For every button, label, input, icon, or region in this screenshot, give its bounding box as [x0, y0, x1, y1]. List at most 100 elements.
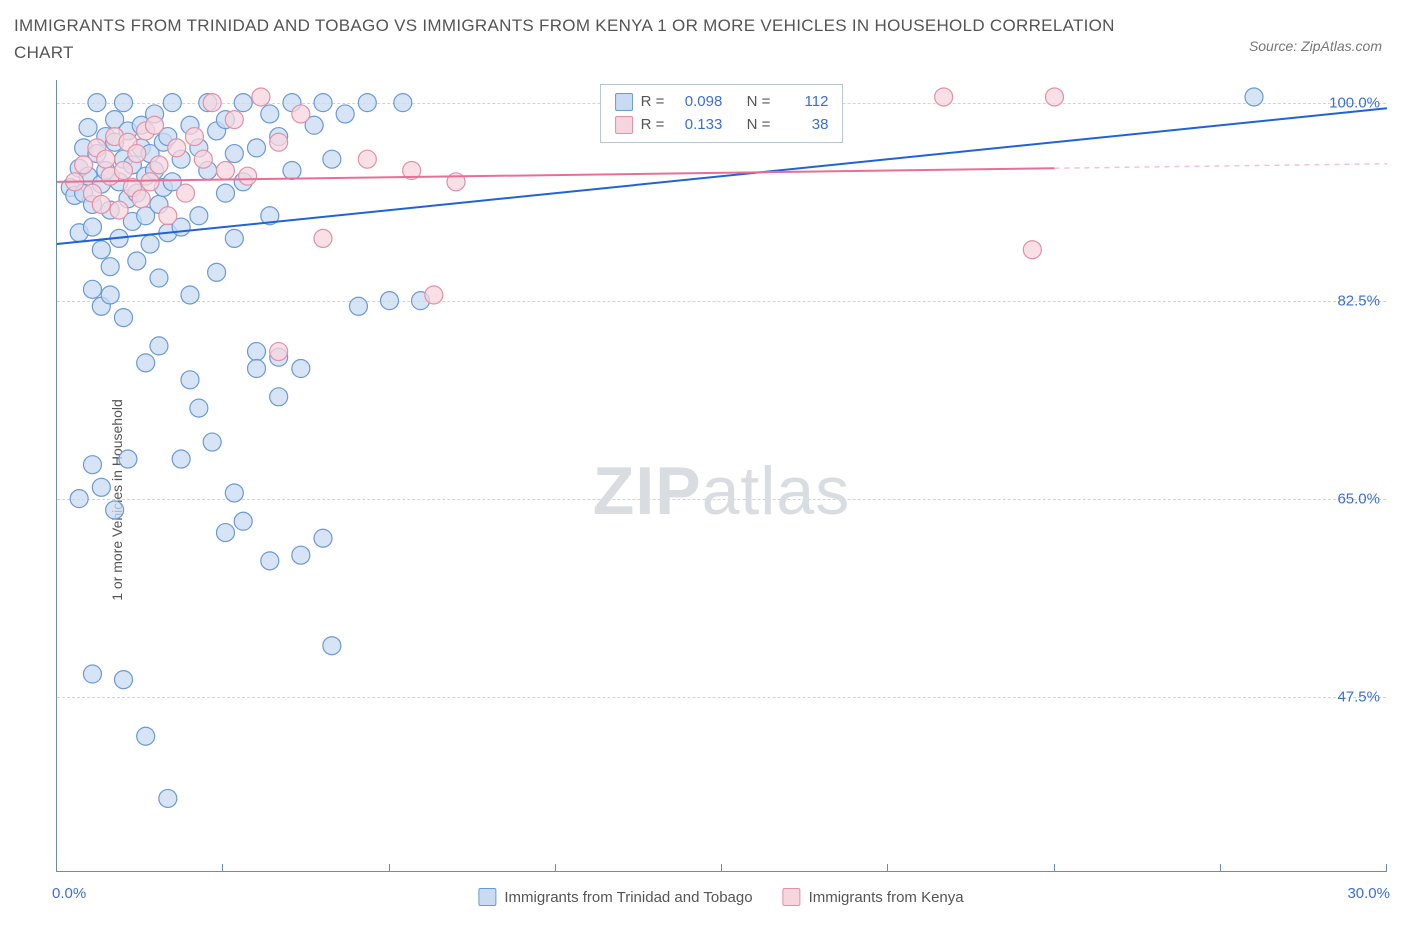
legend-label-2: Immigrants from Kenya [809, 889, 964, 906]
data-point [146, 116, 164, 134]
data-point [83, 456, 101, 474]
data-point [181, 286, 199, 304]
data-point [358, 150, 376, 168]
data-point [252, 88, 270, 106]
y-tick-label: 100.0% [1329, 94, 1380, 111]
x-tick [1054, 864, 1055, 872]
data-point [83, 665, 101, 683]
data-point [97, 150, 115, 168]
data-point [92, 478, 110, 496]
data-point [137, 354, 155, 372]
data-point [234, 94, 252, 112]
data-point [141, 235, 159, 253]
data-point [190, 399, 208, 417]
data-point [225, 111, 243, 129]
data-point [270, 343, 288, 361]
data-point [248, 139, 266, 157]
data-point [115, 94, 133, 112]
data-point [323, 637, 341, 655]
data-point [159, 789, 177, 807]
x-start-label: 0.0% [52, 885, 86, 902]
data-point [292, 105, 310, 123]
data-point [270, 133, 288, 151]
data-point [248, 343, 266, 361]
data-point [172, 450, 190, 468]
data-point [381, 292, 399, 310]
data-point [283, 162, 301, 180]
data-point [1023, 241, 1041, 259]
data-point [150, 337, 168, 355]
x-tick [389, 864, 390, 872]
data-point [292, 360, 310, 378]
stats-swatch-2 [615, 116, 633, 134]
data-point [935, 88, 953, 106]
data-point [88, 94, 106, 112]
data-point [185, 128, 203, 146]
x-tick [1220, 864, 1221, 872]
data-point [150, 156, 168, 174]
data-point [261, 105, 279, 123]
data-point [79, 119, 97, 137]
x-tick [555, 864, 556, 872]
data-point [314, 529, 332, 547]
x-end-label: 30.0% [1347, 885, 1390, 902]
plot-area: ZIPatlas R = 0.098 N = 112 R = 0.133 N =… [56, 80, 1386, 872]
data-point [270, 388, 288, 406]
y-tick-label: 47.5% [1337, 688, 1380, 705]
data-point [137, 727, 155, 745]
data-point [336, 105, 354, 123]
data-point [92, 195, 110, 213]
x-tick [1386, 864, 1387, 872]
data-point [239, 167, 257, 185]
data-point [203, 433, 221, 451]
data-point [150, 269, 168, 287]
data-point [181, 371, 199, 389]
stats-box: R = 0.098 N = 112 R = 0.133 N = 38 [600, 84, 844, 143]
data-point [208, 263, 226, 281]
data-point [128, 252, 146, 270]
data-point [190, 207, 208, 225]
data-point [101, 286, 119, 304]
data-point [163, 94, 181, 112]
x-axis: 0.0% 30.0% Immigrants from Trinidad and … [56, 872, 1386, 920]
data-point [70, 490, 88, 508]
chart-container: 1 or more Vehicles in Household ZIPatlas… [12, 80, 1394, 920]
data-point [216, 184, 234, 202]
stats-row-2: R = 0.133 N = 38 [615, 114, 829, 137]
legend-swatch-1 [478, 888, 496, 906]
data-point [92, 241, 110, 259]
data-point [225, 484, 243, 502]
plot-svg [57, 80, 1386, 871]
data-point [225, 229, 243, 247]
legend: Immigrants from Trinidad and Tobago Immi… [478, 888, 963, 906]
data-point [225, 145, 243, 163]
data-point [128, 145, 146, 163]
data-point [115, 162, 133, 180]
legend-label-1: Immigrants from Trinidad and Tobago [504, 889, 752, 906]
data-point [323, 150, 341, 168]
legend-item-1: Immigrants from Trinidad and Tobago [478, 888, 752, 906]
data-point [292, 546, 310, 564]
data-point [194, 150, 212, 168]
data-point [425, 286, 443, 304]
data-point [1046, 88, 1064, 106]
data-point [248, 360, 266, 378]
data-point [216, 524, 234, 542]
data-point [394, 94, 412, 112]
y-tick-label: 65.0% [1337, 490, 1380, 507]
data-point [1245, 88, 1263, 106]
legend-swatch-2 [783, 888, 801, 906]
chart-title: IMMIGRANTS FROM TRINIDAD AND TOBAGO VS I… [14, 12, 1134, 66]
data-point [234, 512, 252, 530]
data-point [168, 139, 186, 157]
x-tick [222, 864, 223, 872]
data-point [110, 201, 128, 219]
x-tick [887, 864, 888, 872]
stats-row-1: R = 0.098 N = 112 [615, 91, 829, 114]
data-point [106, 501, 124, 519]
data-point [203, 94, 221, 112]
data-point [141, 173, 159, 191]
x-tick [721, 864, 722, 872]
data-point [101, 258, 119, 276]
data-point [314, 229, 332, 247]
